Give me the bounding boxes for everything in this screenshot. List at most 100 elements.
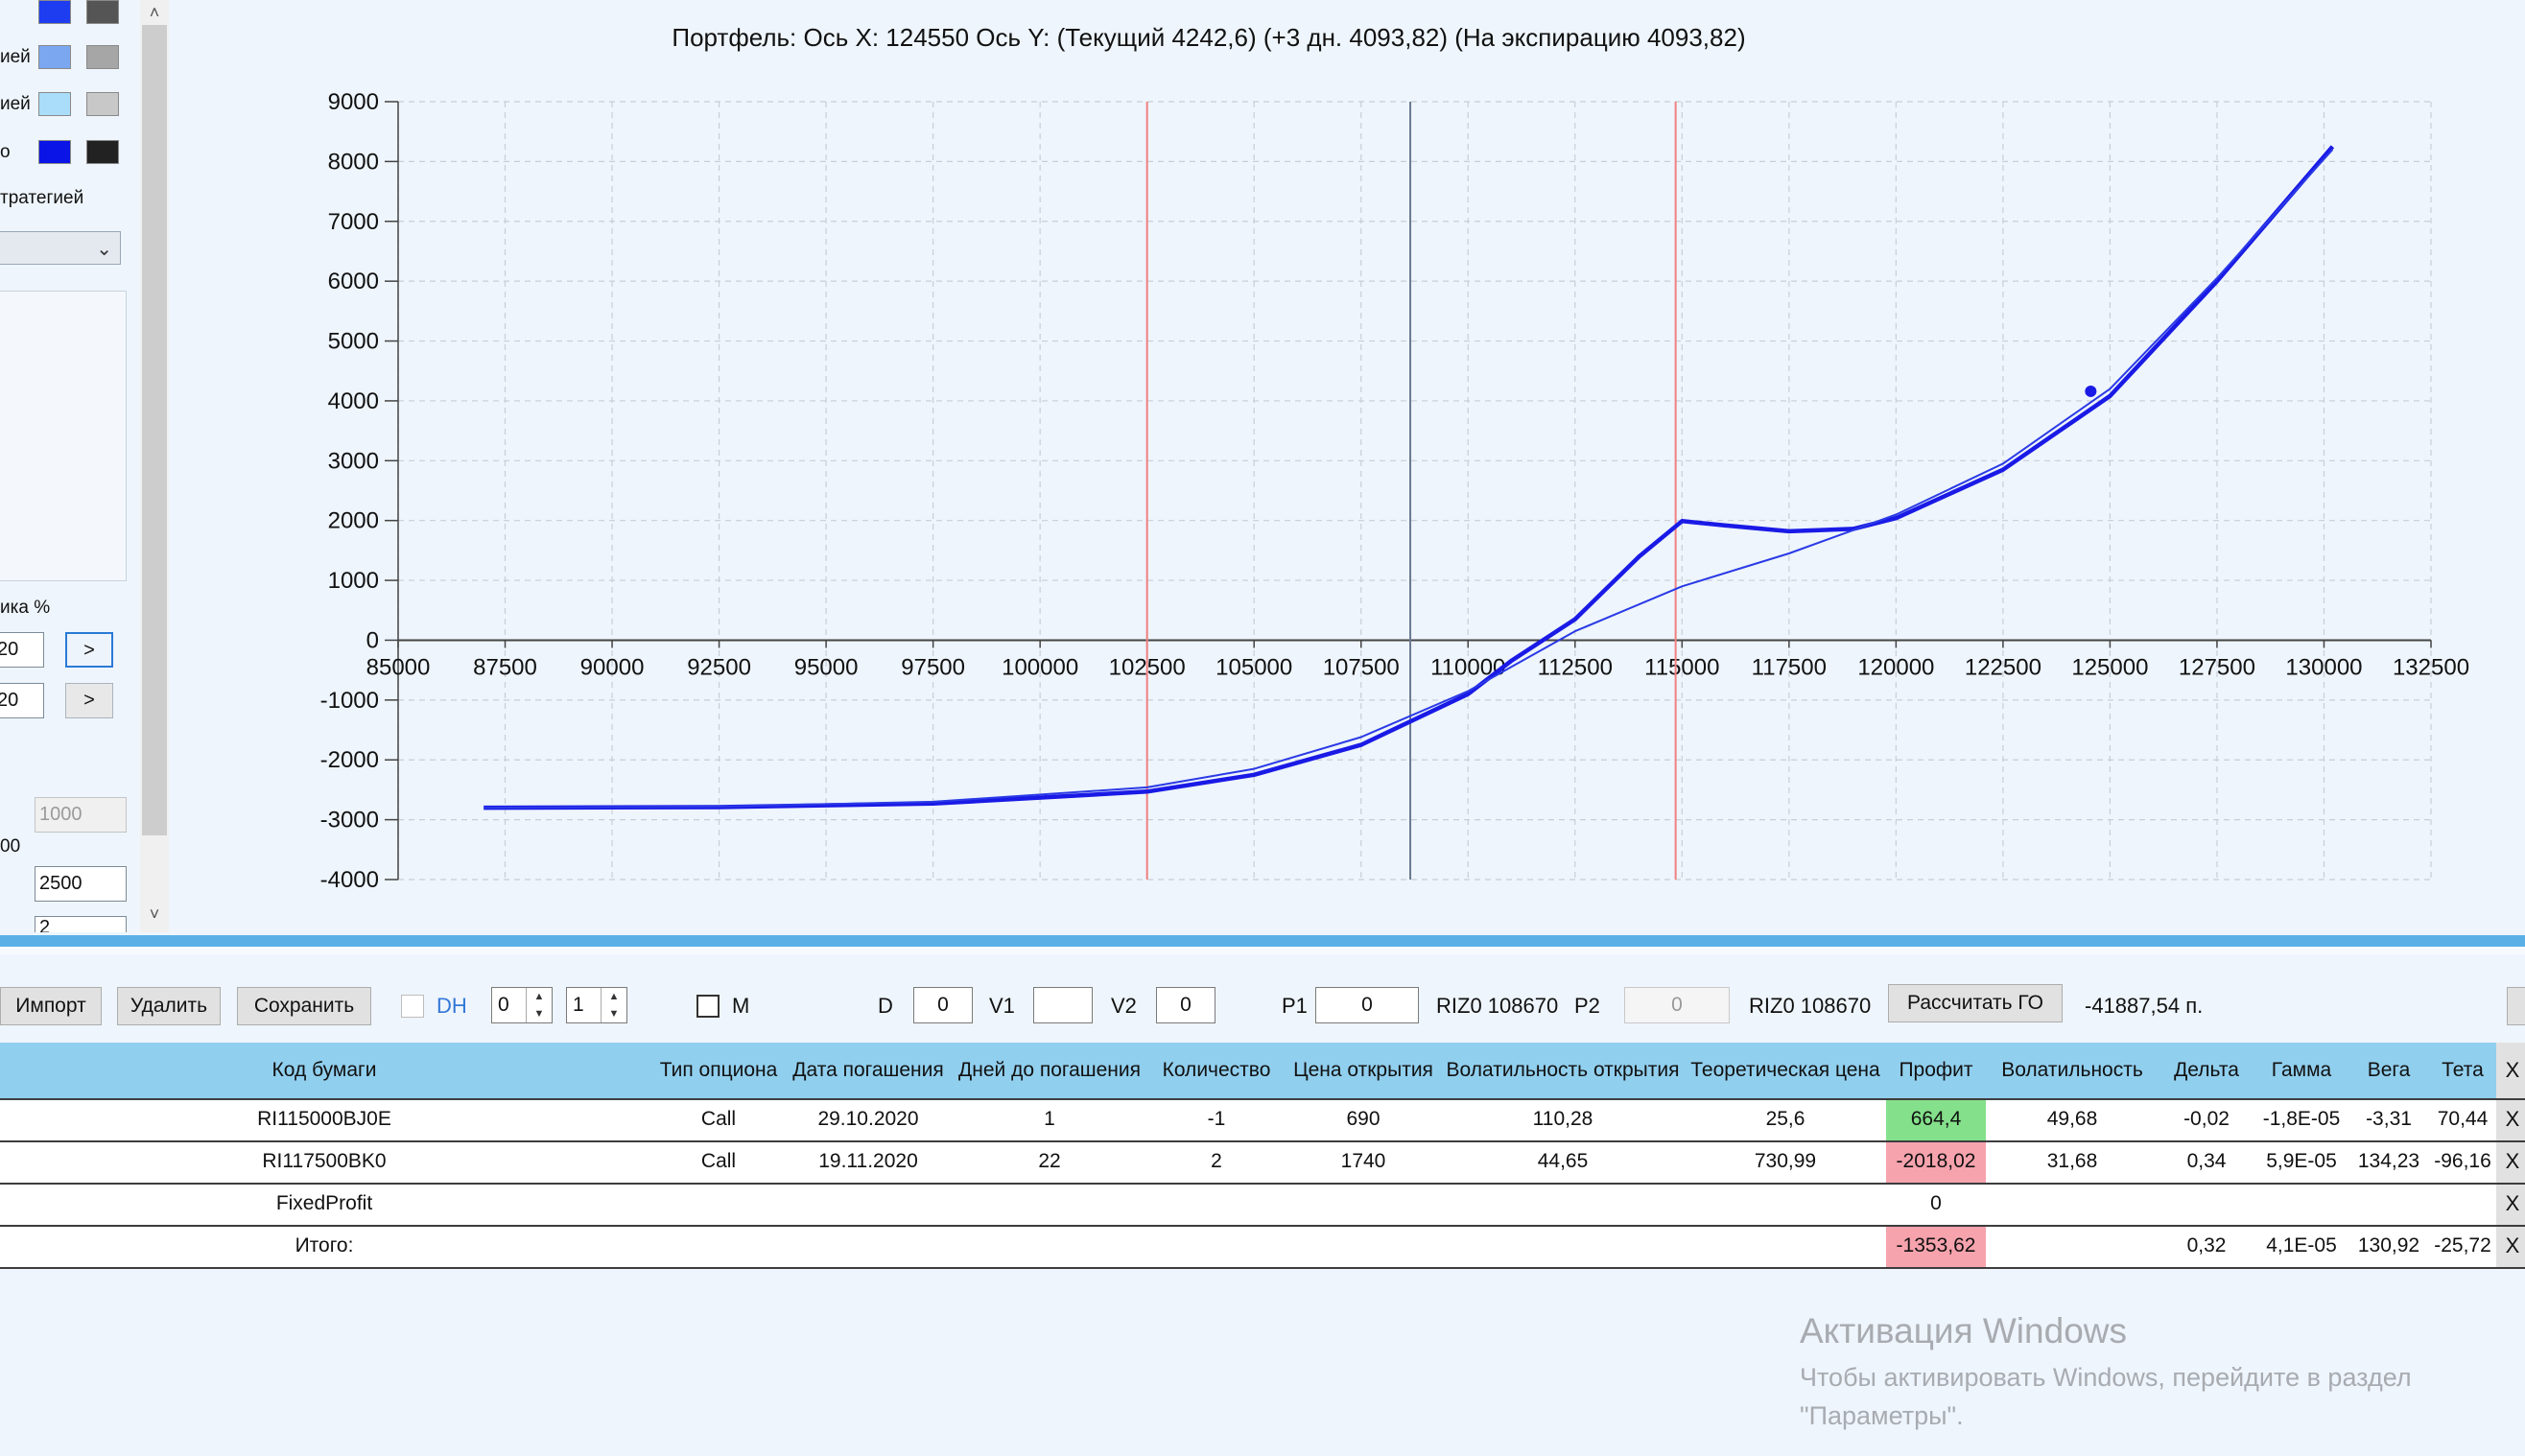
x-tick-label: 85000 [366, 654, 431, 680]
remove-row-button[interactable]: X [2496, 1142, 2525, 1185]
import-button[interactable]: Импорт [0, 987, 102, 1025]
column-header[interactable]: Профит [1886, 1043, 1988, 1100]
payoff-chart[interactable]: -4000 -3000 -2000 -1000 0 1000 2000 3000 4000 500… [173, 0, 2494, 921]
table-cell: 1 [952, 1100, 1149, 1142]
table-cell: 5,9E-05 [2254, 1142, 2350, 1185]
table-cell: 130,92 [2348, 1227, 2431, 1269]
color-swatch-secondary[interactable] [86, 140, 119, 164]
color-swatch-secondary[interactable] [86, 0, 119, 24]
spin-down-icon[interactable]: ▼ [601, 1005, 626, 1022]
color-swatch-secondary[interactable] [86, 92, 119, 116]
payoff-series-line [484, 145, 2335, 810]
extra-button-partial[interactable] [2507, 987, 2525, 1025]
table-cell: 1740 [1286, 1142, 1443, 1185]
v2-label: V2 [1111, 994, 1137, 1018]
color-row-label: ией [0, 47, 31, 67]
dh-checkbox[interactable] [401, 995, 424, 1018]
table-cell: Call [652, 1100, 787, 1142]
d-input[interactable]: 0 [913, 987, 973, 1023]
scroll-down-icon[interactable]: ˅ [149, 904, 160, 924]
x-tick-label: 115000 [1644, 654, 1719, 680]
color-swatch-primary[interactable] [38, 92, 71, 116]
spin-down-icon[interactable]: ▼ [526, 1005, 552, 1022]
table-cell [952, 1227, 1149, 1269]
column-header[interactable]: Цена открытия [1286, 1043, 1443, 1100]
table-cell: 29.10.2020 [785, 1100, 954, 1142]
remove-row-button[interactable]: X [2496, 1100, 2525, 1142]
column-header[interactable]: X [2496, 1043, 2525, 1100]
spinner-2[interactable]: 1 ▲ ▼ [566, 987, 627, 1023]
step-input-2[interactable]: 20 [0, 683, 44, 718]
left-panel-scrollbar[interactable]: ˄ ˅ [140, 0, 169, 932]
table-cell: Call [652, 1142, 787, 1185]
x-tick-label: 125000 [2071, 654, 2148, 680]
value-field[interactable]: 2500 [35, 866, 127, 902]
column-header[interactable]: Волатильность открытия [1441, 1043, 1687, 1100]
x-tick-label: 87500 [473, 654, 537, 680]
x-tick-label: 117500 [1752, 654, 1827, 680]
save-button[interactable]: Сохранить [237, 987, 371, 1025]
column-header[interactable]: Тип опциона [652, 1043, 787, 1100]
v1-input[interactable] [1033, 987, 1093, 1023]
m-label: M [732, 994, 750, 1018]
scroll-thumb[interactable] [142, 25, 167, 835]
color-swatch-primary[interactable] [38, 45, 71, 69]
x-tick-label: 100000 [1002, 654, 1078, 680]
table-cell [1147, 1185, 1287, 1227]
table-cell [2159, 1185, 2256, 1227]
column-header[interactable]: Теоретическая цена [1685, 1043, 1888, 1100]
v2-input[interactable]: 0 [1156, 987, 1215, 1023]
x-tick-label: 95000 [794, 654, 859, 680]
strategy-dropdown[interactable]: ⌄ [0, 231, 121, 265]
spin-up-icon[interactable]: ▲ [526, 988, 552, 1005]
remove-row-button[interactable]: X [2496, 1227, 2525, 1269]
spin-up-icon[interactable]: ▲ [601, 988, 626, 1005]
table-cell [785, 1185, 954, 1227]
color-swatch-primary[interactable] [38, 0, 71, 24]
m-checkbox[interactable] [696, 995, 720, 1018]
y-tick-label: 7000 [328, 209, 379, 235]
y-tick-label: 9000 [328, 89, 379, 115]
y-tick-label: -3000 [320, 808, 379, 834]
y-tick-label: 2000 [328, 508, 379, 534]
color-row-label: о [0, 142, 11, 162]
x-tick-label: 122500 [1965, 654, 2041, 680]
step-apply-button-1[interactable]: > [65, 632, 113, 668]
column-header[interactable]: Код бумаги [0, 1043, 654, 1100]
table-cell [1685, 1227, 1888, 1269]
table-cell: 44,65 [1441, 1142, 1687, 1185]
table-cell: -3,31 [2348, 1100, 2431, 1142]
x-tick-label: 120000 [1857, 654, 1934, 680]
color-swatch-secondary[interactable] [86, 45, 119, 69]
riz-label-2: RIZ0 108670 [1749, 994, 1872, 1018]
x-tick-label: 107500 [1323, 654, 1400, 680]
p1-input[interactable]: 0 [1315, 987, 1419, 1023]
column-header[interactable]: Гамма [2254, 1043, 2350, 1100]
y-tick-label: 4000 [328, 388, 379, 414]
d-label: D [878, 994, 893, 1018]
activation-watermark-title: Активация Windows [1800, 1311, 2127, 1350]
color-swatch-primary[interactable] [38, 140, 71, 164]
table-cell [1286, 1185, 1443, 1227]
table-cell: 49,68 [1986, 1100, 2160, 1142]
table-cell [1685, 1185, 1888, 1227]
cursor-point-marker [2085, 385, 2097, 397]
column-header[interactable]: Вега [2348, 1043, 2431, 1100]
delete-button[interactable]: Удалить [117, 987, 221, 1025]
column-header[interactable]: Дней до погашения [952, 1043, 1149, 1100]
table-cell [1441, 1185, 1687, 1227]
column-header[interactable]: Тета [2429, 1043, 2498, 1100]
table-cell: 22 [952, 1142, 1149, 1185]
scroll-up-icon[interactable]: ˄ [149, 3, 160, 22]
value-field-partial[interactable]: 2 [35, 916, 127, 932]
remove-row-button[interactable]: X [2496, 1185, 2525, 1227]
step-apply-button-2[interactable]: > [65, 683, 113, 718]
column-header[interactable]: Волатильность [1986, 1043, 2160, 1100]
calculate-go-button[interactable]: Рассчитать ГО [1888, 984, 2063, 1022]
column-header[interactable]: Дельта [2159, 1043, 2256, 1100]
splitter[interactable] [0, 935, 2525, 947]
column-header[interactable]: Количество [1147, 1043, 1287, 1100]
spinner-1[interactable]: 0 ▲ ▼ [491, 987, 553, 1023]
column-header[interactable]: Дата погашения [785, 1043, 954, 1100]
step-input-1[interactable]: 20 [0, 632, 44, 668]
